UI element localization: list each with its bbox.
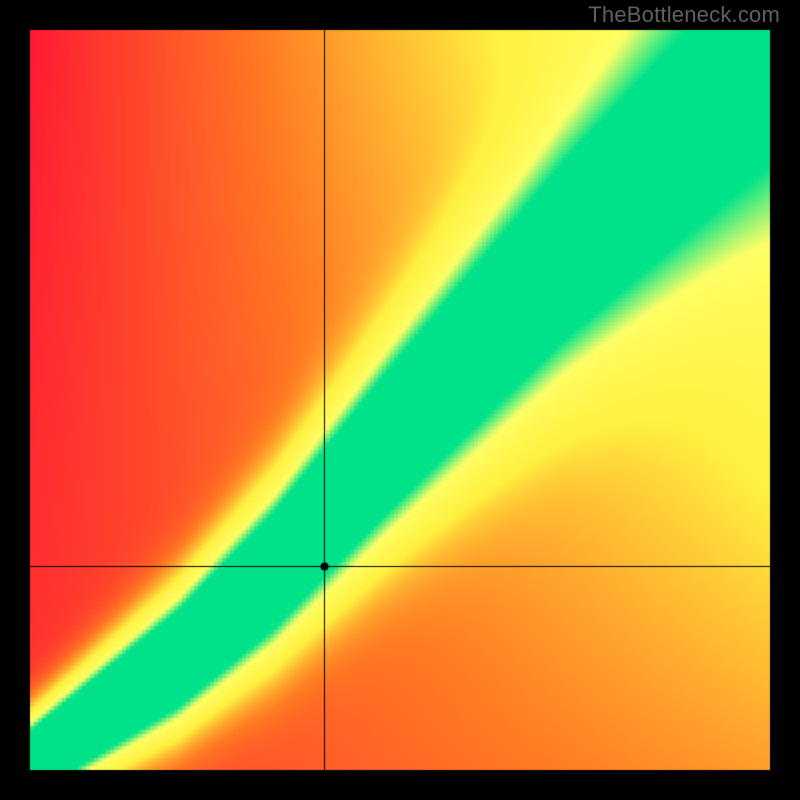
bottleneck-heatmap: [0, 0, 800, 800]
watermark-text: TheBottleneck.com: [588, 2, 780, 28]
